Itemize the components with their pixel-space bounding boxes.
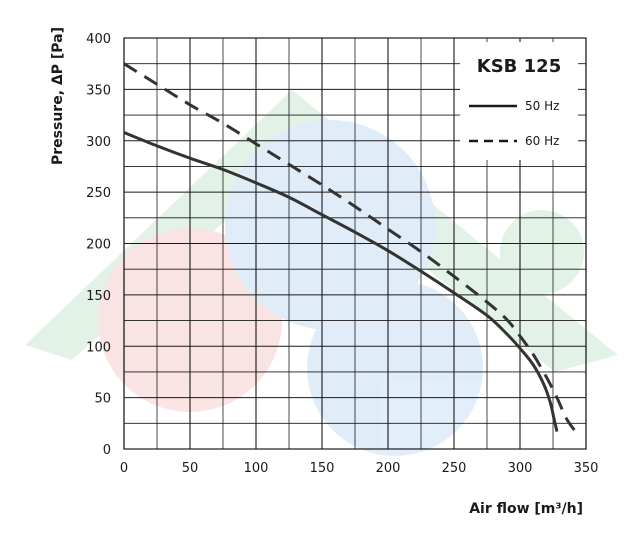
x-tick-label: 100 — [244, 461, 269, 476]
x-tick-label: 50 — [182, 461, 199, 476]
x-tick-label: 350 — [574, 461, 599, 476]
axis-ticks: 0 50 100 150 200 250 300 350 0 50 100 150 200 250 300 3… — [86, 32, 598, 476]
x-tick-label: 250 — [442, 461, 467, 476]
legend: KSB 125 50 Hz 60 Hz — [460, 42, 578, 160]
x-axis-title: Air flow [m³/h] — [469, 501, 583, 517]
series-line-50hz — [124, 131, 559, 432]
y-tick-label: 100 — [86, 340, 111, 355]
y-tick-label: 250 — [86, 186, 111, 201]
x-tick-label: 200 — [376, 461, 401, 476]
legend-label-50hz: 50 Hz — [525, 99, 559, 113]
chart-title: KSB 125 — [477, 56, 561, 77]
data-series — [124, 62, 577, 433]
y-tick-label: 300 — [86, 135, 111, 150]
plot-border — [123, 37, 587, 450]
y-tick-label: 150 — [86, 289, 111, 304]
y-tick-label: 350 — [86, 83, 111, 98]
y-tick-label: 400 — [86, 32, 111, 47]
y-tick-label: 200 — [86, 238, 111, 253]
x-tick-label: 300 — [508, 461, 533, 476]
legend-label-60hz: 60 Hz — [525, 134, 559, 148]
legend-background — [460, 42, 578, 160]
series-line-60hz — [124, 62, 577, 433]
y-axis-title: Pressure, ΔP [Pa] — [50, 27, 66, 165]
x-tick-label: 0 — [120, 461, 128, 476]
y-tick-label: 0 — [103, 443, 111, 458]
x-tick-label: 150 — [310, 461, 335, 476]
y-tick-label: 50 — [94, 392, 111, 407]
